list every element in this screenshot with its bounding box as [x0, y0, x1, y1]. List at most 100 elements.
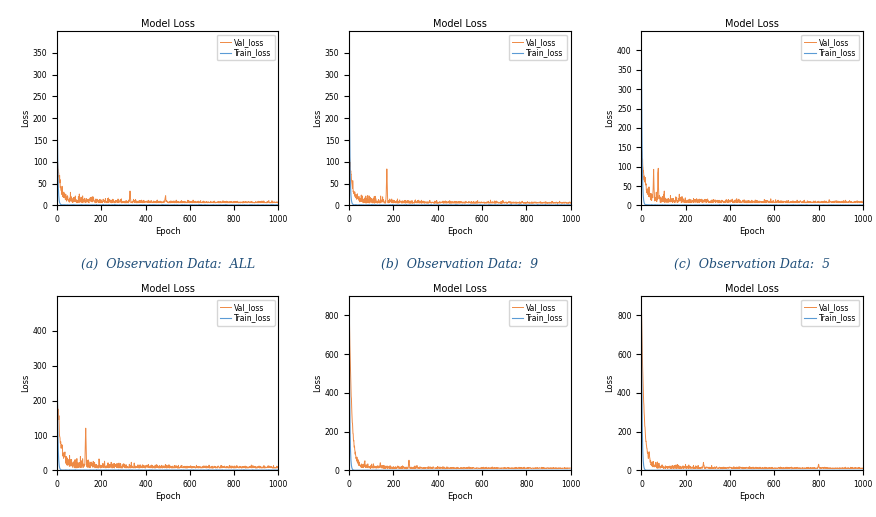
Train_loss	[52, 303, 62, 309]
Line: Train_loss: Train_loss	[350, 48, 570, 205]
Text: (b)  Observation Data:  9: (b) Observation Data: 9	[381, 257, 539, 271]
Train_loss	[819, 202, 830, 208]
Val_loss	[565, 200, 576, 206]
Line: Val_loss: Val_loss	[57, 148, 278, 203]
Train_loss	[80, 467, 90, 473]
Train_loss	[725, 467, 736, 474]
Val_loss	[204, 200, 215, 206]
Train_loss	[565, 467, 576, 473]
Val_loss	[520, 200, 531, 206]
Train_loss	[204, 467, 215, 473]
Val_loss	[745, 200, 756, 206]
Train_loss	[813, 202, 823, 208]
Train_loss	[434, 202, 444, 208]
Train_loss	[496, 467, 506, 474]
Val_loss	[725, 465, 736, 471]
Title: Model Loss: Model Loss	[433, 284, 487, 294]
Val_loss	[442, 199, 452, 205]
Val_loss	[733, 196, 744, 202]
Train_loss	[520, 467, 531, 473]
Val_loss	[788, 199, 799, 205]
Val_loss	[858, 200, 868, 206]
Val_loss	[366, 463, 377, 469]
Val_loss	[725, 199, 736, 205]
Train_loss	[788, 202, 799, 208]
Text: (a)  Observation Data:  ALL: (a) Observation Data: ALL	[81, 257, 255, 271]
Train_loss	[520, 202, 531, 208]
Legend: Val_loss, Train_loss: Val_loss, Train_loss	[509, 300, 567, 326]
Train_loss	[858, 202, 868, 208]
Train_loss	[74, 467, 85, 473]
Val_loss	[237, 465, 247, 471]
X-axis label: Epoch: Epoch	[739, 492, 765, 501]
Train_loss	[659, 467, 669, 474]
Train_loss	[141, 467, 152, 473]
Train_loss	[149, 202, 159, 208]
Val_loss	[813, 199, 823, 205]
Title: Model Loss: Model Loss	[725, 19, 779, 29]
Line: Val_loss: Val_loss	[350, 152, 570, 203]
Line: Train_loss: Train_loss	[641, 309, 863, 470]
Val_loss	[272, 199, 283, 205]
Val_loss	[659, 199, 669, 205]
Line: Train_loss: Train_loss	[57, 306, 278, 470]
Line: Val_loss: Val_loss	[350, 305, 570, 468]
Train_loss	[659, 202, 669, 208]
Val_loss	[272, 464, 283, 470]
Legend: Val_loss, Train_loss: Val_loss, Train_loss	[216, 300, 274, 326]
Val_loss	[74, 461, 85, 467]
Val_loss	[229, 199, 239, 205]
Val_loss	[520, 199, 531, 205]
Title: Model Loss: Model Loss	[725, 284, 779, 294]
Train_loss	[224, 467, 235, 473]
Train_loss	[434, 467, 444, 474]
Val_loss	[442, 464, 452, 470]
Val_loss	[733, 465, 744, 472]
Title: Model Loss: Model Loss	[433, 19, 487, 29]
Val_loss	[858, 465, 868, 472]
Line: Train_loss: Train_loss	[641, 48, 863, 205]
X-axis label: Epoch: Epoch	[447, 492, 473, 501]
Val_loss	[366, 198, 377, 204]
Val_loss	[74, 193, 85, 200]
Legend: Val_loss, Train_loss: Val_loss, Train_loss	[801, 300, 859, 326]
Line: Train_loss: Train_loss	[350, 309, 570, 470]
Val_loss	[788, 465, 799, 471]
Val_loss	[344, 302, 355, 308]
Train_loss	[344, 45, 355, 51]
Val_loss	[203, 464, 214, 470]
Train_loss	[521, 202, 532, 208]
Train_loss	[725, 202, 736, 208]
Train_loss	[517, 467, 527, 473]
Val_loss	[149, 199, 159, 205]
Train_loss	[224, 202, 235, 208]
Y-axis label: Loss: Loss	[313, 374, 322, 392]
Val_loss	[659, 464, 669, 470]
Legend: Val_loss, Train_loss: Val_loss, Train_loss	[509, 35, 567, 60]
Train_loss	[533, 467, 543, 474]
Train_loss	[809, 467, 819, 474]
Val_loss	[224, 199, 235, 205]
Val_loss	[636, 303, 646, 310]
Line: Train_loss: Train_loss	[57, 48, 278, 205]
Train_loss	[272, 202, 283, 208]
Val_loss	[141, 199, 152, 205]
Val_loss	[224, 462, 235, 468]
Val_loss	[149, 465, 159, 471]
Val_loss	[434, 200, 444, 206]
Title: Model Loss: Model Loss	[141, 19, 194, 29]
Val_loss	[565, 465, 576, 471]
Train_loss	[149, 467, 159, 473]
Y-axis label: Loss: Loss	[605, 374, 614, 392]
Val_loss	[517, 199, 527, 205]
Train_loss	[442, 202, 452, 208]
X-axis label: Epoch: Epoch	[447, 227, 473, 236]
Y-axis label: Loss: Loss	[313, 109, 322, 127]
Train_loss	[203, 202, 214, 208]
Train_loss	[270, 202, 280, 208]
Train_loss	[74, 202, 85, 208]
Val_loss	[52, 145, 62, 151]
Train_loss	[229, 467, 239, 473]
Train_loss	[344, 306, 355, 312]
X-axis label: Epoch: Epoch	[155, 227, 180, 236]
